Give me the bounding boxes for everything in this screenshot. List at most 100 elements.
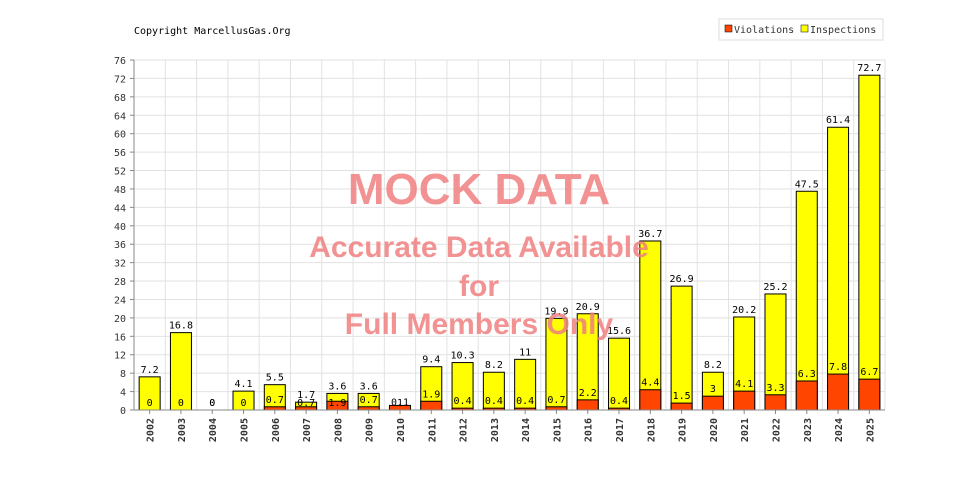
x-tick-label: 2015	[552, 418, 563, 442]
x-tick-label: 2007	[302, 418, 313, 442]
data-label-inspections: 20.2	[732, 305, 756, 316]
data-label-inspections: 4.1	[234, 379, 252, 390]
data-label-violations: 0.7	[360, 395, 378, 406]
legend-label-violations: Violations	[734, 25, 794, 36]
data-label-violations: 2.2	[579, 388, 597, 399]
x-tick-label: 2005	[240, 418, 251, 442]
watermark: MOCK DATA Accurate Data Available for Fu…	[309, 165, 649, 341]
x-tick-label: 2020	[709, 418, 720, 442]
legend-swatch-inspections	[800, 24, 809, 33]
data-label-violations: 6.3	[798, 369, 816, 380]
data-label-inspections: 10.3	[451, 351, 475, 362]
x-tick-label: 2023	[803, 418, 814, 442]
x-tick-labels: 2002 2003 2004 2005 2006 2007 2008 2009 2010 2011…	[146, 418, 877, 442]
data-labels: 7.2016.80 004.105.50.7 1.70.73.61.93.60.7 0…	[141, 63, 882, 409]
data-label-inspections: 15.6	[607, 326, 631, 337]
y-tick-label: 68	[114, 93, 126, 104]
y-tick-label: 20	[114, 314, 126, 325]
x-tick-label: 2010	[396, 418, 407, 442]
bar-violations	[639, 389, 662, 411]
data-label-violations: 0.7	[266, 395, 284, 406]
data-label-inspections: 11	[519, 347, 531, 358]
data-label-violations: 3.3	[766, 383, 784, 394]
data-label-inspections: 8.2	[704, 360, 722, 371]
data-label-inspections: 36.7	[638, 229, 662, 240]
data-label-violations: 0.4	[454, 396, 472, 407]
y-tick-label: 28	[114, 277, 126, 288]
data-label-inspections: 26.9	[670, 274, 694, 285]
y-tick-label: 0	[120, 406, 126, 417]
watermark-line-4: Full Members Only	[345, 308, 614, 341]
bar-inspections	[858, 74, 881, 411]
x-tick-label: 2021	[740, 418, 751, 442]
data-label-violations: 3	[710, 384, 716, 395]
bar-violations	[701, 395, 724, 411]
data-label-violations: 0	[147, 398, 153, 409]
bar-violations	[733, 390, 756, 411]
x-tick-label: 2002	[146, 418, 157, 442]
data-label-violations: 6.7	[860, 367, 878, 378]
y-tick-label: 16	[114, 332, 126, 343]
y-tick-label: 4	[120, 388, 126, 399]
data-label-violations: 1.9	[422, 389, 440, 400]
data-label-inspections: 19.9	[544, 306, 568, 317]
data-label-violations: 1.5	[673, 391, 691, 402]
x-tick-label: 2017	[615, 418, 626, 442]
grid-lines	[133, 59, 886, 411]
data-label-inspections: 0	[209, 398, 215, 409]
legend-swatch-violations	[724, 24, 733, 33]
bar-violations	[670, 402, 693, 411]
data-label-violations: 4.4	[641, 378, 659, 389]
x-tick-label: 2008	[333, 418, 344, 442]
data-label-inspections: 20.9	[576, 302, 600, 313]
x-tick-label: 2014	[521, 418, 532, 442]
x-tick-label: 2025	[865, 418, 876, 442]
data-label-inspections: 0.1	[391, 398, 409, 409]
data-label-violations: 0	[209, 398, 215, 409]
watermark-line-3: for	[459, 270, 499, 303]
data-label-inspections: 47.5	[795, 179, 819, 190]
bars	[138, 74, 881, 411]
data-label-violations: 0.4	[485, 396, 503, 407]
x-tick-label: 2003	[177, 418, 188, 442]
bar-violations	[795, 380, 818, 411]
bar-violations	[576, 399, 599, 411]
data-label-violations: 4.1	[735, 379, 753, 390]
watermark-line-2: Accurate Data Available	[309, 231, 649, 264]
y-tick-label: 36	[114, 240, 126, 251]
axes	[130, 59, 885, 414]
x-tick-label: 2006	[271, 418, 282, 442]
bar-violations	[827, 373, 850, 411]
y-tick-label: 76	[114, 56, 126, 67]
x-tick-label: 2024	[834, 418, 845, 442]
y-tick-label: 12	[114, 351, 126, 362]
bar-violations	[858, 378, 881, 411]
x-tick-label: 2019	[678, 418, 689, 442]
x-tick-label: 2016	[584, 418, 595, 442]
y-tick-label: 48	[114, 185, 126, 196]
legend-label-inspections: Inspections	[810, 25, 876, 36]
data-label-inspections: 61.4	[826, 115, 850, 126]
data-label-violations: 0	[178, 398, 184, 409]
data-label-inspections: 1.7	[297, 390, 315, 401]
data-label-inspections: 16.8	[169, 321, 193, 332]
data-label-inspections: 72.7	[857, 63, 881, 74]
bar-violations	[420, 400, 443, 411]
x-tick-label: 2013	[490, 418, 501, 442]
data-label-violations: 1	[397, 398, 403, 409]
y-tick-label: 40	[114, 222, 126, 233]
data-label-inspections: 9.4	[422, 355, 440, 366]
x-tick-label: 2009	[365, 418, 376, 442]
y-tick-label: 64	[114, 111, 126, 122]
x-tick-label: 2022	[771, 418, 782, 442]
y-tick-label: 56	[114, 148, 126, 159]
y-tick-label: 8	[120, 369, 126, 380]
x-tick-label: 2012	[459, 418, 470, 442]
data-label-inspections: 7.2	[141, 365, 159, 376]
y-tick-label: 24	[114, 295, 126, 306]
x-tick-label: 2004	[208, 418, 219, 442]
data-label-violations: 7.8	[829, 362, 847, 373]
data-label-violations: 1.9	[328, 398, 346, 409]
